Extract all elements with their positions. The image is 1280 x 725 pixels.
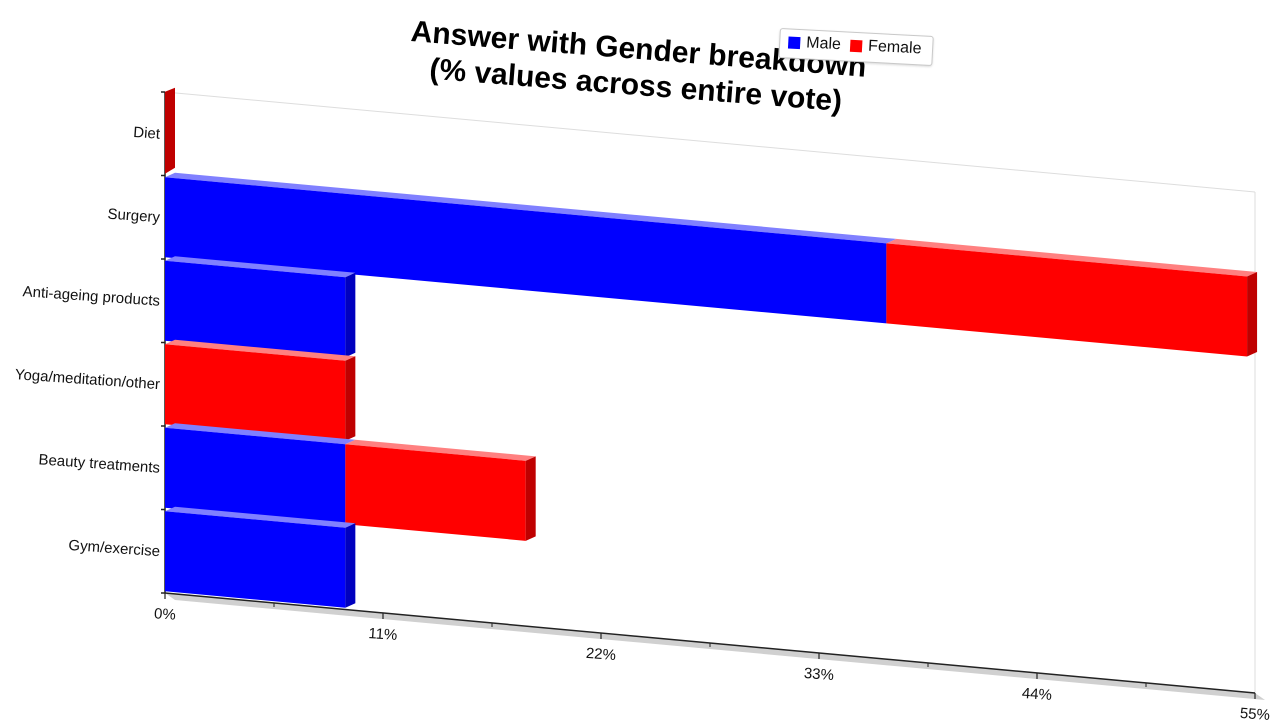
bar-front-face <box>886 243 1248 357</box>
legend-item-female[interactable]: Female <box>849 37 922 59</box>
bar-female-yoga-meditation-other <box>165 339 356 441</box>
value-tick-label: 0% <box>153 605 176 623</box>
bar-side-face-4 <box>525 456 536 541</box>
bar-female-beauty-treatments <box>345 439 536 541</box>
bar-front-face <box>165 427 346 525</box>
value-tick-label: 11% <box>368 625 398 644</box>
legend-item-male[interactable]: Male <box>787 33 842 54</box>
bar-front-face <box>165 260 346 358</box>
category-label: Diet <box>133 124 162 143</box>
category-label: Beauty treatments <box>38 451 161 476</box>
bar-male-beauty-treatments <box>165 423 356 525</box>
category-label: Surgery <box>107 206 161 227</box>
category-label: Yoga/meditation/other <box>14 366 160 393</box>
bar-top-face <box>165 423 356 445</box>
category-label: Gym/exercise <box>68 537 161 560</box>
bar-top-face <box>165 339 356 361</box>
bar-top-face <box>165 506 356 528</box>
bar-male-anti-ageing-products <box>165 256 356 358</box>
bar-female-surgery <box>886 238 1258 357</box>
bar-top-face <box>165 172 897 244</box>
bar-top-face <box>886 238 1258 277</box>
bar-front-face <box>345 444 526 541</box>
bar-side-face-0 <box>165 87 175 174</box>
value-tick-label: 55% <box>1239 705 1270 720</box>
chart-floor <box>165 593 1265 700</box>
legend-swatch-male <box>787 36 801 50</box>
bar-top-face <box>165 256 356 278</box>
legend-label-male: Male <box>805 34 842 54</box>
bar-front-face <box>165 344 346 441</box>
bar-male-gym-exercise <box>165 506 356 608</box>
category-label: Anti-ageing products <box>22 283 160 310</box>
legend-swatch-female <box>849 39 863 53</box>
bar-side-face-1 <box>1247 271 1258 357</box>
value-tick-label: 22% <box>585 645 616 664</box>
bar-side-face-5 <box>345 523 356 608</box>
bar-front-face <box>165 511 346 608</box>
bar-top-face <box>345 439 536 461</box>
bar-side-face-3 <box>345 356 356 441</box>
bar-front-face <box>165 177 887 324</box>
value-tick-label: 44% <box>1021 685 1052 704</box>
legend-label-female: Female <box>867 37 922 58</box>
chart-back-edge <box>164 91 1256 193</box>
value-tick-label: 33% <box>803 665 834 684</box>
bar-male-surgery <box>165 172 897 324</box>
bar-side-face-2 <box>345 272 356 358</box>
